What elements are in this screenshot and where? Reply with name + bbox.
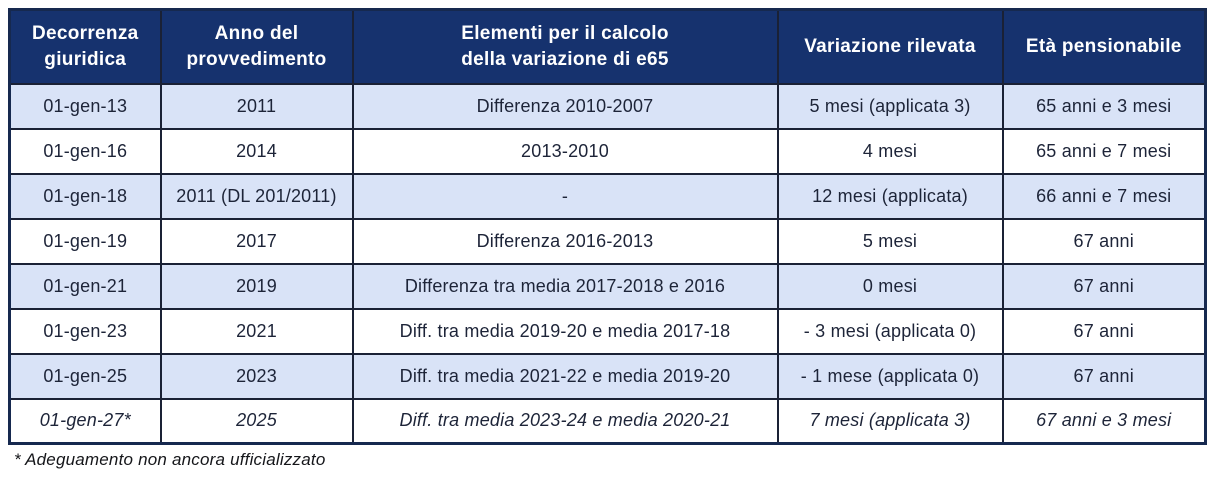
header-row: Decorrenza giuridica Anno del provvedime… xyxy=(8,8,1207,85)
table-cell: Diff. tra media 2023-24 e media 2020-21 xyxy=(351,397,779,445)
table-cell: 2019 xyxy=(159,262,354,310)
table-cell: 67 anni xyxy=(1001,307,1207,355)
table-cell: 01-gen-27* xyxy=(8,397,162,445)
table-cell: - 3 mesi (applicata 0) xyxy=(776,307,1004,355)
table-row: 01-gen-16 2014 2013-2010 4 mesi 65 anni e 7 … xyxy=(8,127,1207,175)
column-header-elementi-calcolo-variazione-e65: Elementi per il calcolo della variazione… xyxy=(351,8,779,85)
table-cell: - 1 mese (applicata 0) xyxy=(776,352,1004,400)
column-header-decorrenza-giuridica: Decorrenza giuridica xyxy=(8,8,162,85)
table-cell: Differenza 2010-2007 xyxy=(351,82,779,130)
table-cell: 66 anni e 7 mesi xyxy=(1001,172,1207,220)
table-cell: 2023 xyxy=(159,352,354,400)
footnote: * Adeguamento non ancora ufficializzato xyxy=(14,450,326,469)
table-row: 01-gen-18 2011 (DL 201/2011) -12 mesi (app… xyxy=(8,172,1207,220)
table-cell: 01-gen-13 xyxy=(8,82,162,130)
table-cell: 01-gen-18 xyxy=(8,172,162,220)
table-body: 01-gen-13 2011 Differenza 2010-2007 5 mesi … xyxy=(8,82,1207,445)
table-header: Decorrenza giuridica Anno del provvedime… xyxy=(8,8,1207,85)
table-cell: 2011 (DL 201/2011) xyxy=(159,172,354,220)
table-cell: 2011 xyxy=(159,82,354,130)
table-cell: 0 mesi xyxy=(776,262,1004,310)
column-header-anno-del-provvedimento: Anno del provvedimento xyxy=(159,8,354,85)
column-header-variazione-rilevata: Variazione rilevata xyxy=(776,8,1004,85)
table-cell: 2025 xyxy=(159,397,354,445)
table-cell: 65 anni e 3 mesi xyxy=(1001,82,1207,130)
table-cell: 67 anni xyxy=(1001,262,1207,310)
table-cell: 01-gen-23 xyxy=(8,307,162,355)
table-cell: - xyxy=(351,172,779,220)
table-row: 01-gen-23 2021 Diff. tra media 2019-20 e m… xyxy=(8,307,1207,355)
table-cell: 67 anni e 3 mesi xyxy=(1001,397,1207,445)
table-row: 01-gen-25 2023 Diff. tra media 2021-22 e m… xyxy=(8,352,1207,400)
table-cell: 01-gen-25 xyxy=(8,352,162,400)
table-cell: 01-gen-16 xyxy=(8,127,162,175)
column-header-eta-pensionabile: Età pensionabile xyxy=(1001,8,1207,85)
table-cell: 67 anni xyxy=(1001,217,1207,265)
table-row: 01-gen-19 2017 Differenza 2016-2013 5 mesi 6… xyxy=(8,217,1207,265)
table-cell: 2021 xyxy=(159,307,354,355)
pension-age-table: Decorrenza giuridica Anno del provvedime… xyxy=(8,8,1207,445)
table-row: 01-gen-21 2019 Differenza tra media 2017-2… xyxy=(8,262,1207,310)
table-cell: Differenza 2016-2013 xyxy=(351,217,779,265)
page: Decorrenza giuridica Anno del provvedime… xyxy=(8,8,1207,469)
table-cell: Diff. tra media 2019-20 e media 2017-18 xyxy=(351,307,779,355)
table-cell: Diff. tra media 2021-22 e media 2019-20 xyxy=(351,352,779,400)
table-cell: 67 anni xyxy=(1001,352,1207,400)
table-cell: 01-gen-21 xyxy=(8,262,162,310)
table-cell: 12 mesi (applicata) xyxy=(776,172,1004,220)
table-cell: Differenza tra media 2017-2018 e 2016 xyxy=(351,262,779,310)
table-cell: 01-gen-19 xyxy=(8,217,162,265)
table-row: 01-gen-27* 2025 Diff. tra media 2023-24 e … xyxy=(8,397,1207,445)
table-row: 01-gen-13 2011 Differenza 2010-2007 5 mesi … xyxy=(8,82,1207,130)
table-cell: 2014 xyxy=(159,127,354,175)
table-cell: 2013-2010 xyxy=(351,127,779,175)
table-cell: 2017 xyxy=(159,217,354,265)
table-cell: 5 mesi xyxy=(776,217,1004,265)
table-cell: 5 mesi (applicata 3) xyxy=(776,82,1004,130)
table-cell: 7 mesi (applicata 3) xyxy=(776,397,1004,445)
table-cell: 4 mesi xyxy=(776,127,1004,175)
table-cell: 65 anni e 7 mesi xyxy=(1001,127,1207,175)
